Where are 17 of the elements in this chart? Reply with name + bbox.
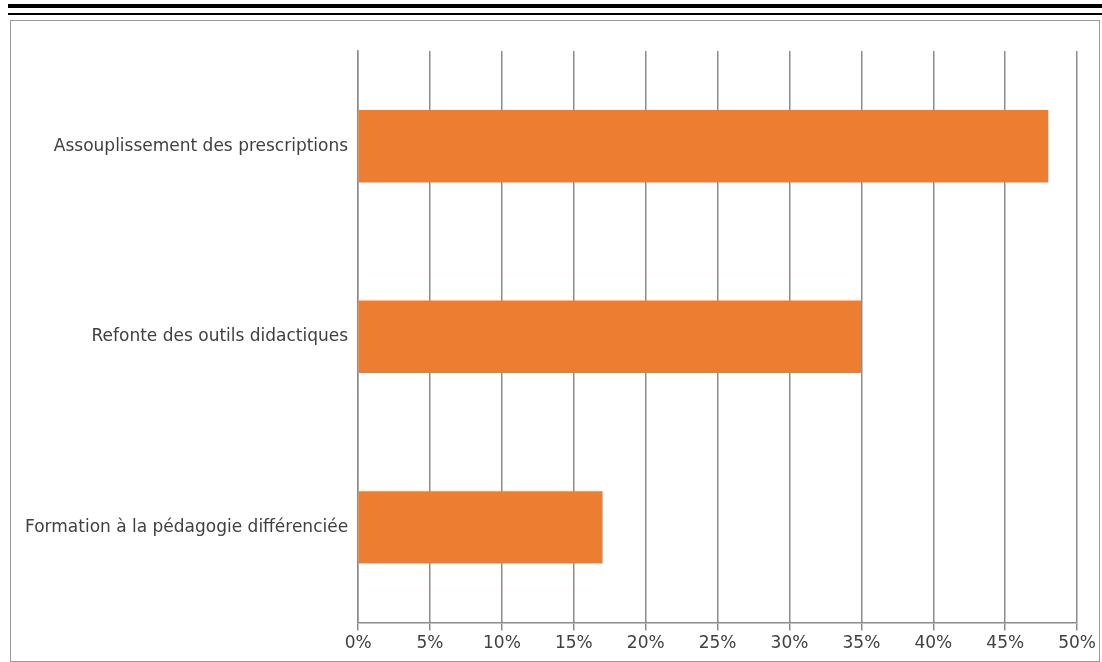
bar	[358, 110, 1049, 183]
x-tick-label: 50%	[1058, 632, 1097, 653]
x-tick-label: 40%	[914, 632, 953, 653]
x-tick-label: 25%	[698, 632, 737, 653]
y-tick-label: Assouplissement des prescriptions	[53, 134, 349, 155]
y-tick-label: Formation à la pédagogie différenciée	[25, 515, 349, 536]
y-tick-label: Refonte des outils didactiques	[91, 325, 349, 346]
x-tick-label: 10%	[483, 632, 521, 653]
bar	[358, 491, 603, 564]
bar	[358, 300, 862, 373]
x-tick-label: 20%	[626, 632, 665, 653]
x-tick-label: 15%	[554, 632, 593, 653]
x-tick-label: 45%	[986, 632, 1025, 653]
x-tick-label: 35%	[842, 632, 881, 653]
x-tick-label: 30%	[770, 632, 809, 653]
x-tick-label: 0%	[344, 632, 372, 653]
x-tick-label: 5%	[416, 632, 444, 653]
